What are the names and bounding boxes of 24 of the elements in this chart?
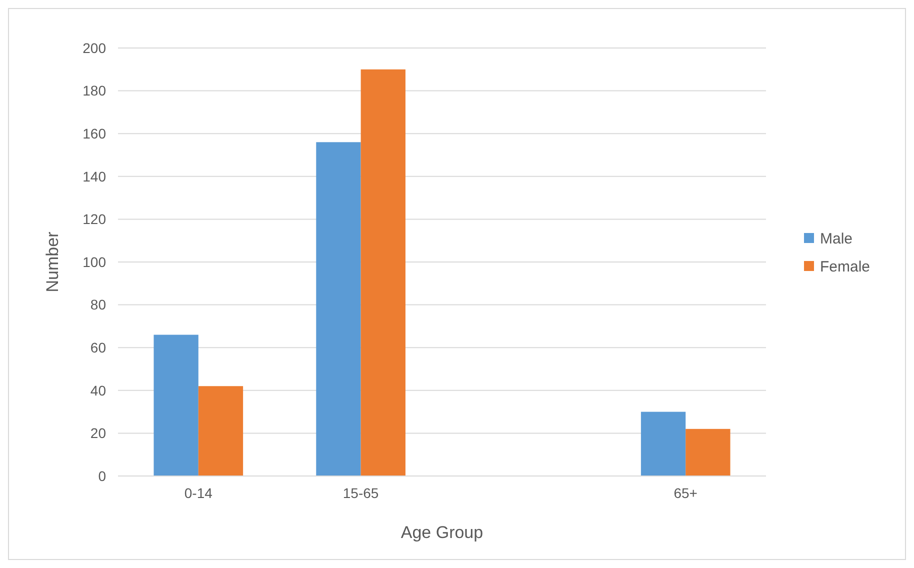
bar <box>640 412 686 476</box>
bar <box>154 334 198 476</box>
y-axis-title: Number <box>43 231 62 292</box>
bar <box>316 142 361 476</box>
y-tick-label: 80 <box>90 296 106 313</box>
y-tick-label: 140 <box>82 168 106 184</box>
x-tick-label: 0-14 <box>184 485 213 501</box>
bar <box>686 428 730 476</box>
x-tick-label: 15-65 <box>342 485 379 501</box>
x-tick-label: 65+ <box>674 485 698 501</box>
y-tick-label: 180 <box>82 82 106 99</box>
y-tick-label: 200 <box>82 40 106 56</box>
y-tick-label: 100 <box>82 254 106 270</box>
x-axis-title: Age Group <box>400 523 484 542</box>
y-tick-label: 160 <box>82 126 106 142</box>
legend-label: Male <box>820 230 853 248</box>
y-tick-label: 40 <box>90 382 106 398</box>
y-tick-label: 20 <box>90 425 106 442</box>
bar <box>360 69 406 476</box>
y-tick-label: 0 <box>98 468 106 484</box>
y-tick-label: 120 <box>82 211 106 228</box>
bar <box>198 386 244 476</box>
legend-label: Female <box>820 258 870 276</box>
y-tick-label: 60 <box>90 340 106 356</box>
